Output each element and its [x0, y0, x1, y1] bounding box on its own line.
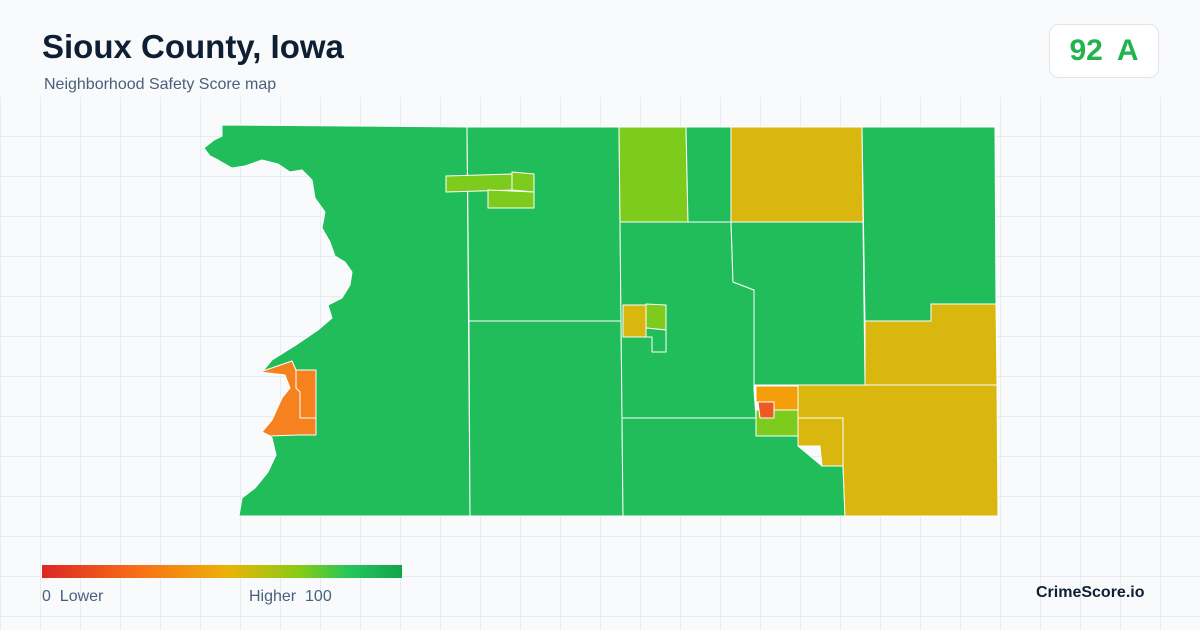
score-value: 92 [1069, 34, 1103, 67]
region-north-east-a[interactable] [730, 126, 864, 223]
region-town-north-c[interactable] [487, 189, 535, 209]
legend-high-value: 100 [305, 588, 332, 605]
region-west-town-inner[interactable] [295, 369, 317, 419]
region-west[interactable] [203, 124, 471, 517]
page-subtitle: Neighborhood Safety Score map [44, 76, 277, 93]
legend-low-value: 0 [42, 588, 51, 605]
score-grade: A [1116, 34, 1139, 67]
region-north-mid-east[interactable] [685, 126, 732, 223]
region-mid-town-b[interactable] [645, 303, 667, 331]
region-east-mid[interactable] [730, 221, 866, 386]
legend-low: 0 Lower [42, 588, 103, 606]
brand-logo[interactable]: CrimeScore.io [1036, 584, 1145, 601]
legend-low-label: Lower [59, 588, 104, 605]
score-badge: 92 A [1049, 24, 1159, 78]
region-south-east-inner[interactable] [797, 417, 844, 467]
legend-gradient-bar [42, 565, 402, 578]
page-title: Sioux County, Iowa [42, 28, 344, 65]
legend-high-label: Higher [249, 588, 297, 605]
region-mid-town-a[interactable] [622, 304, 647, 338]
region-se-town-core[interactable] [757, 401, 775, 419]
region-mid-town-c[interactable] [645, 327, 667, 353]
header: Sioux County, Iowa Neighborhood Safety S… [0, 0, 1200, 97]
region-south-central[interactable] [468, 320, 624, 517]
legend-high: Higher 100 [249, 588, 332, 606]
region-town-north-b[interactable] [511, 171, 535, 193]
region-north-mid-west[interactable] [618, 126, 689, 223]
region-north-central[interactable] [466, 126, 622, 322]
region-north-east-b[interactable] [861, 126, 997, 322]
region-town-north-a[interactable] [445, 173, 513, 193]
